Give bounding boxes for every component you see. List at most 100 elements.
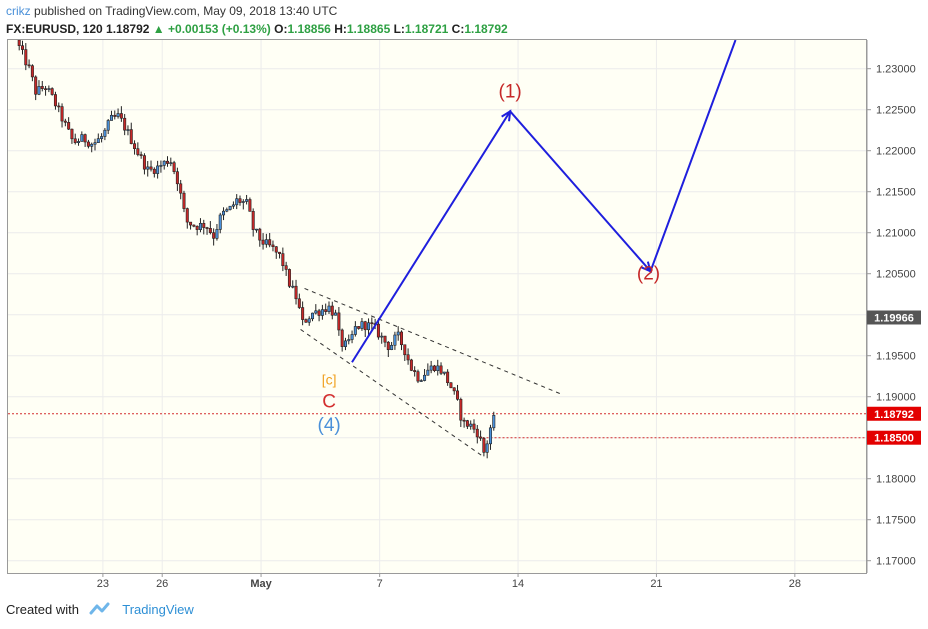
candle-up <box>162 160 166 166</box>
up-triangle-icon: ▲ <box>152 22 165 36</box>
candle-up <box>485 443 489 453</box>
candle-down <box>24 49 28 66</box>
price-label-text: 1.19966 <box>874 312 914 324</box>
y-tick-label: 1.19000 <box>876 392 916 404</box>
candle-down <box>261 239 265 245</box>
candle-up <box>218 214 222 230</box>
candle-up <box>360 321 364 329</box>
channel-line <box>300 329 485 458</box>
candle-down <box>287 269 291 287</box>
candle-down <box>462 419 466 422</box>
candle-up <box>156 165 160 174</box>
candle-up <box>47 88 51 90</box>
candle-down <box>179 183 183 194</box>
candle-down <box>182 192 186 209</box>
candle-up <box>109 114 113 121</box>
candle-down <box>301 307 305 320</box>
candle-up <box>100 136 104 139</box>
candle-down <box>406 354 410 361</box>
x-tick-label: 23 <box>97 578 109 590</box>
candle-down <box>304 319 308 323</box>
grid-lines <box>8 40 866 573</box>
arrowhead <box>640 261 653 273</box>
candle-up <box>380 335 384 338</box>
candle-down <box>73 138 77 143</box>
candle-up <box>367 322 371 331</box>
open-label: O: <box>274 22 288 36</box>
candle-down <box>416 371 420 382</box>
projection-arrow <box>351 40 737 363</box>
candle-down <box>189 221 193 226</box>
candle-down <box>376 323 380 338</box>
candle-down <box>456 390 460 400</box>
candle-down <box>53 94 57 107</box>
candle-up <box>307 318 311 323</box>
candle-down <box>175 171 179 185</box>
candle-up <box>198 222 202 230</box>
y-tick-label: 1.22500 <box>876 105 916 117</box>
candle-down <box>192 224 196 227</box>
author-name[interactable]: crikz <box>6 4 31 18</box>
candle-down <box>294 285 298 300</box>
candle-down <box>70 128 74 140</box>
candle-up <box>442 371 446 374</box>
candle-down <box>44 88 48 90</box>
candle-up <box>235 198 239 206</box>
y-tick-label: 1.17000 <box>876 556 916 568</box>
candle-up <box>426 369 430 376</box>
candle-down <box>479 436 483 439</box>
candle-down <box>258 228 262 241</box>
candle-down <box>357 326 361 329</box>
candle-down <box>446 371 450 384</box>
candle-down <box>27 64 31 67</box>
candle-up <box>80 134 84 142</box>
y-tick-label: 1.19500 <box>876 351 916 363</box>
y-tick-label: 1.20500 <box>876 269 916 281</box>
candle-up <box>245 199 249 202</box>
tradingview-brand[interactable]: TradingView <box>122 602 194 617</box>
candle-down <box>432 365 436 371</box>
channel-lines <box>300 287 562 458</box>
y-axis[interactable]: 1.17000 1.17500 1.18000 1.18500 1.19000 1.195… <box>866 40 916 573</box>
candle-up <box>116 113 120 117</box>
candle-down <box>459 398 463 421</box>
candle-down <box>251 211 255 230</box>
candle-up <box>241 201 245 203</box>
candle-up <box>347 339 351 342</box>
candle-down <box>86 141 90 147</box>
candle-down <box>297 298 301 308</box>
candle-down <box>30 65 34 78</box>
y-tick-label: 1.23000 <box>876 64 916 76</box>
price-change: +0.00153 (+0.13%) <box>168 22 271 36</box>
y-tick-label: 1.22000 <box>876 146 916 158</box>
x-axis[interactable]: 23 26 May 7 14 21 28 <box>97 573 801 590</box>
candle-up <box>146 166 150 170</box>
price-level-lines <box>8 413 866 439</box>
candle-down <box>57 105 61 108</box>
candle-down <box>185 208 189 223</box>
candle-down <box>370 322 374 325</box>
tradingview-logo-icon[interactable] <box>89 602 113 619</box>
close-value: 1.18792 <box>464 22 508 36</box>
candle-down <box>363 321 367 331</box>
x-tick-label: 14 <box>512 578 524 590</box>
candle-down <box>399 331 403 346</box>
price-chart[interactable]: (1) (2) [c] C (4) 1.17000 1.17500 1.18000 1.185… <box>0 0 928 600</box>
candle-up <box>106 120 110 131</box>
x-tick-label: 28 <box>789 578 801 590</box>
candle-up <box>492 415 496 429</box>
created-with-text: Created with <box>6 602 79 617</box>
low-value: 1.18721 <box>404 22 449 36</box>
symbol-label[interactable]: FX:EURUSD, 120 <box>6 22 103 36</box>
candle-down <box>268 239 272 246</box>
plot-area[interactable] <box>7 39 867 574</box>
candle-up <box>126 129 130 131</box>
candle-up <box>350 334 354 340</box>
candle-up <box>103 129 107 137</box>
candle-up <box>396 331 400 336</box>
wave-label: (2) <box>637 263 660 284</box>
candle-down <box>472 423 476 430</box>
candle-up <box>436 365 440 371</box>
candle-up <box>334 312 338 316</box>
candle-up <box>314 310 318 314</box>
